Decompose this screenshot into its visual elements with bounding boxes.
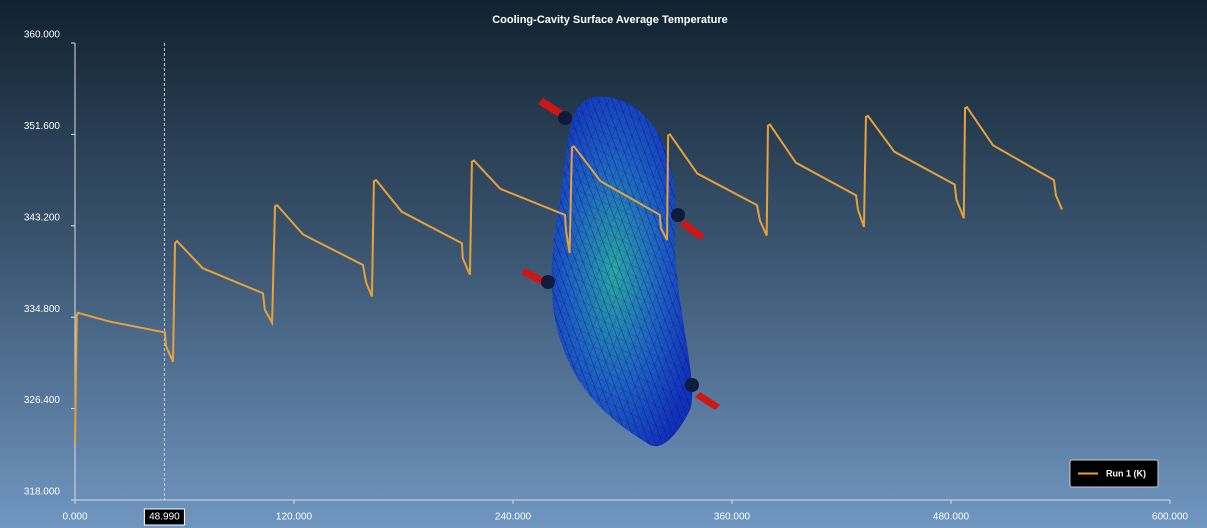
x-tick-label: 240.000: [495, 512, 532, 523]
chart: Cooling-Cavity Surface Average Temperatu…: [0, 0, 1207, 528]
y-tick-label: 326.400: [24, 395, 61, 406]
x-tick-label: 120.000: [276, 512, 313, 523]
x-tick-label: 0.000: [62, 512, 87, 523]
x-tick-label: 600.000: [1152, 512, 1189, 523]
y-tick-label: 343.200: [24, 212, 61, 223]
y-tick-label: 318.000: [24, 487, 61, 498]
legend-label: Run 1 (K): [1106, 468, 1146, 478]
y-tick-label: 360.000: [24, 30, 61, 41]
cursor-label: 48.990: [149, 512, 180, 523]
chart-title: Cooling-Cavity Surface Average Temperatu…: [492, 14, 728, 26]
x-tick-label: 360.000: [714, 512, 751, 523]
y-tick-label: 351.600: [24, 121, 61, 132]
x-tick-label: 480.000: [933, 512, 970, 523]
y-tick-label: 334.800: [24, 304, 61, 315]
